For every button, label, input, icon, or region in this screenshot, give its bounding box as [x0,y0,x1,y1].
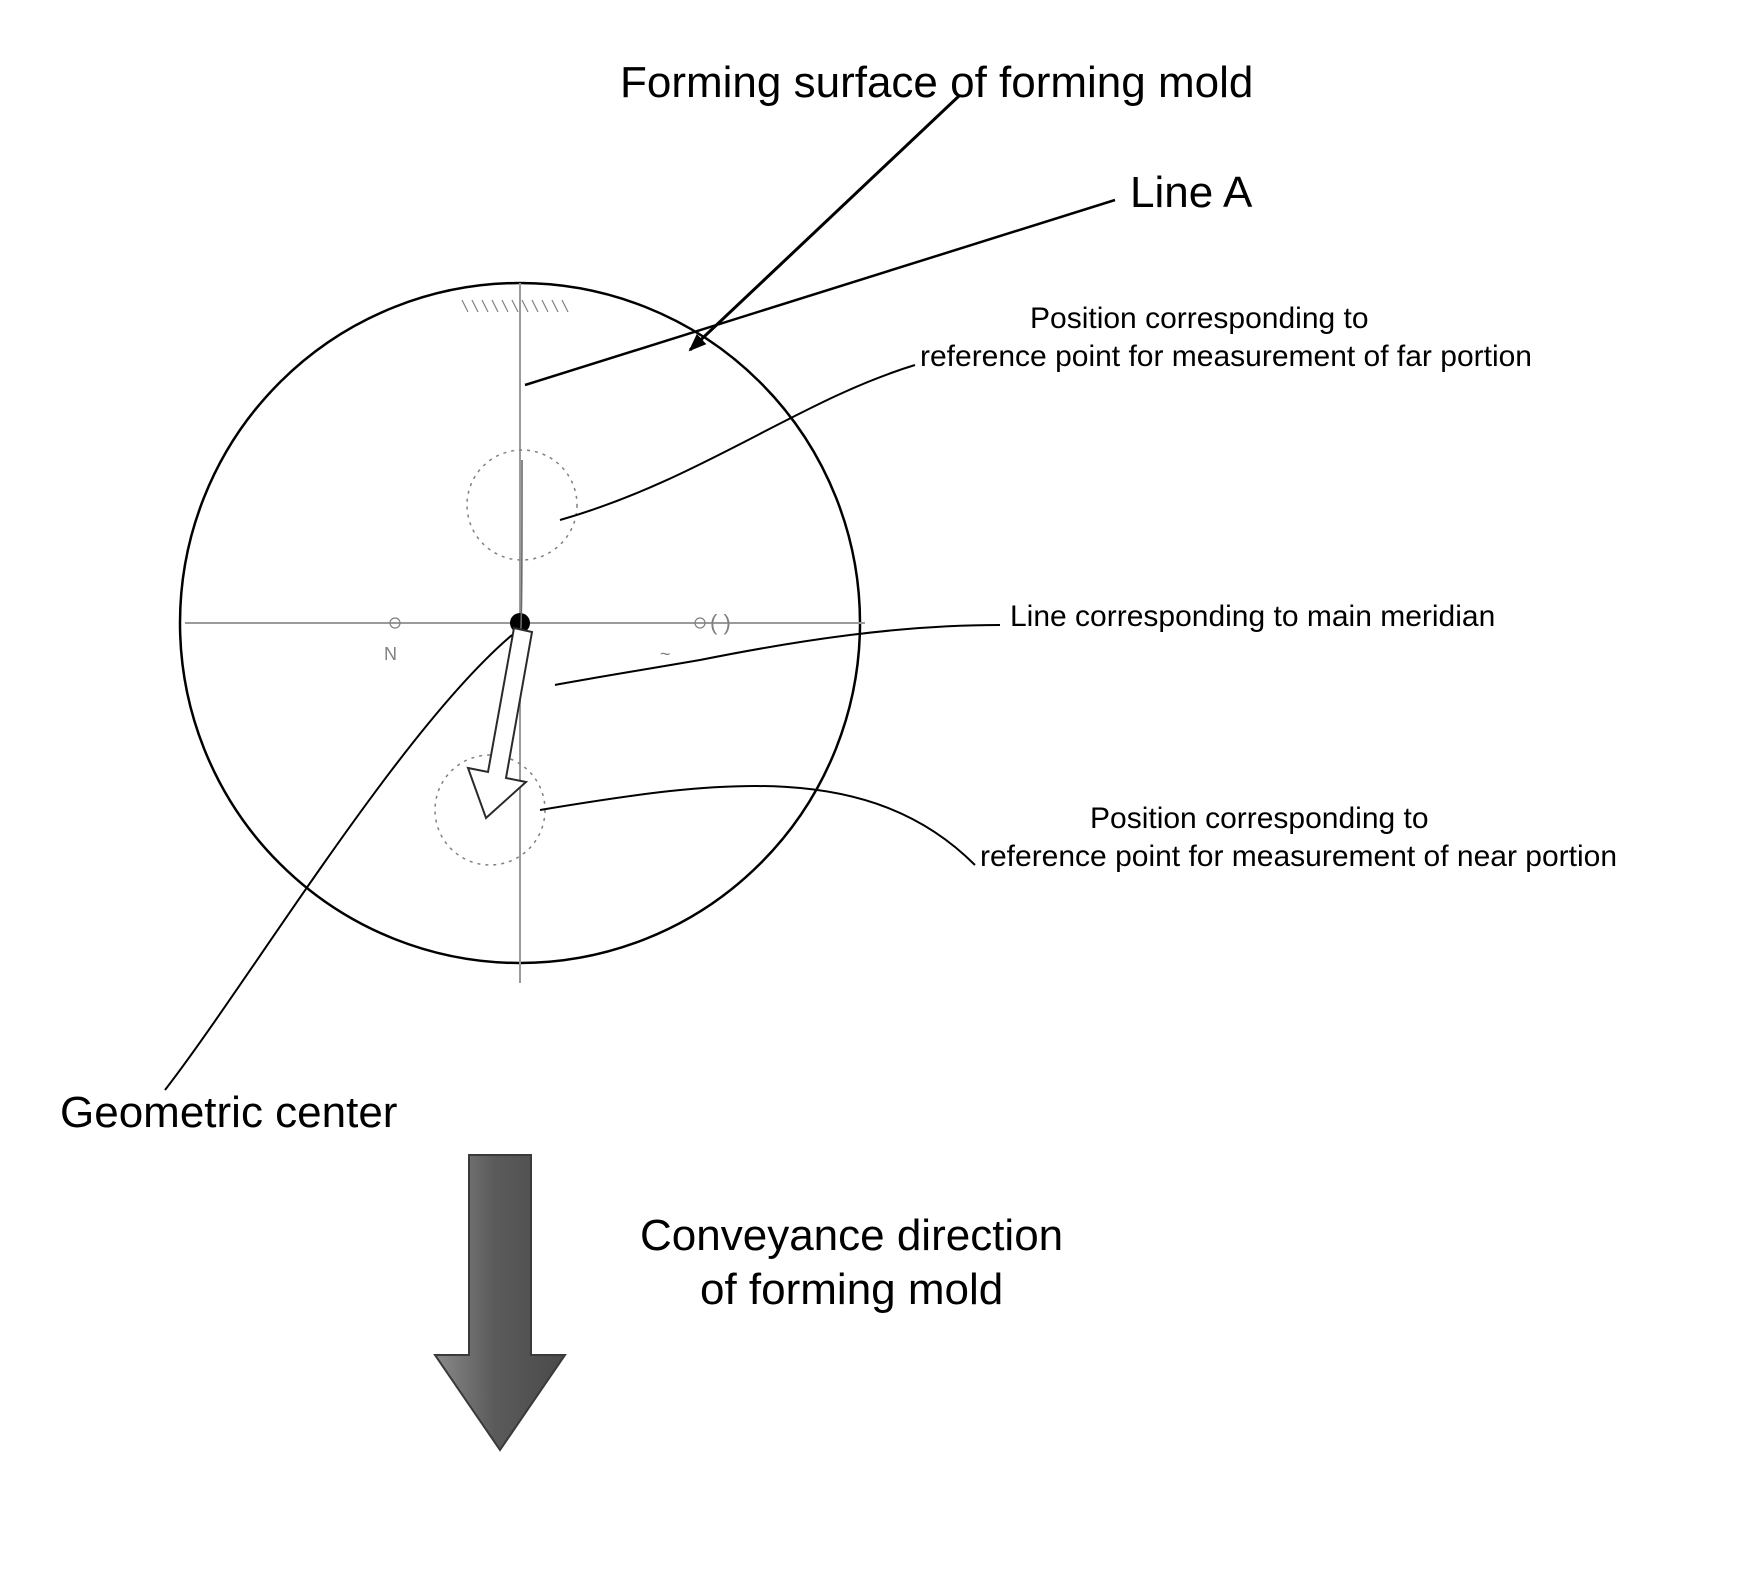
label-near-ref-2: reference point for measurement of near … [980,838,1617,876]
label-far-ref-1: Position corresponding to [1030,300,1369,338]
label-meridian: Line corresponding to main meridian [1010,598,1495,636]
leader-meridian-label [555,625,1000,685]
conveyance-arrow [435,1155,565,1450]
label-conveyance-1: Conveyance direction [640,1208,1063,1263]
label-far-ref-2: reference point for measurement of far p… [920,338,1532,376]
top-hatch-marks [462,300,568,312]
diagram-canvas: N ~ ( ) Forming surface of forming mold … [0,0,1761,1571]
h-axis-tick-left [390,618,400,628]
h-axis-paren-mark: ( ) [710,610,731,635]
label-near-ref-1: Position corresponding to [1090,800,1429,838]
geometric-center-dot [510,613,530,633]
leader-title-to-circle [690,95,960,350]
label-conveyance-2: of forming mold [700,1262,1003,1317]
leader-geocenter-to-dot [165,635,512,1090]
outer-circle [180,283,860,963]
near-ref-circle [435,755,545,865]
label-geometric-center: Geometric center [60,1085,397,1140]
h-axis-small-right: ~ [660,644,671,664]
center-to-near-arrow [468,628,532,818]
far-ref-circle [467,450,577,560]
label-forming-surface: Forming surface of forming mold [620,55,1253,110]
leader-near-to-nearcircle [540,786,975,865]
diagram-svg: N ~ ( ) [0,0,1761,1571]
h-axis-small-left: N [384,644,397,664]
main-meridian-curve [490,460,522,810]
label-line-a: Line A [1130,165,1252,220]
leader-far-to-farcircle [560,365,915,520]
h-axis-tick-right [695,618,705,628]
